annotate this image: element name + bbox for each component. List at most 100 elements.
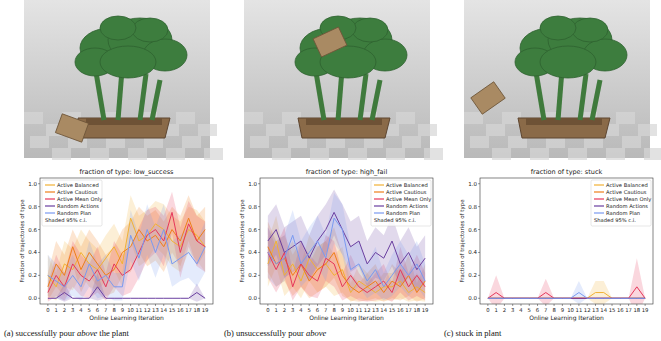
y-tick-label: 0.0 — [28, 295, 37, 301]
series-line — [268, 212, 425, 269]
pour-container — [313, 27, 347, 57]
x-tick — [400, 304, 401, 306]
x-tick — [56, 304, 57, 306]
plant-foliage — [100, 46, 156, 78]
y-tick — [478, 206, 480, 207]
x-tick — [105, 304, 106, 306]
x-tick — [545, 304, 546, 306]
legend-label: Random Plan — [606, 210, 640, 216]
floor-tile — [402, 136, 421, 148]
caption-part: (b) unsuccessfully pour — [224, 328, 306, 338]
x-tick — [529, 304, 530, 306]
y-tick-label: 0.0 — [248, 295, 257, 301]
legend-box — [42, 180, 102, 226]
series-line — [268, 218, 425, 287]
x-tick — [645, 304, 646, 306]
x-tick — [358, 304, 359, 306]
x-tick-label: 9 — [341, 307, 344, 313]
x-tick-label: 17 — [185, 307, 192, 313]
x-tick-label: 18 — [193, 307, 200, 313]
x-tick — [595, 304, 596, 306]
floor-tile — [492, 148, 511, 160]
x-tick-label: 11 — [136, 307, 143, 313]
x-tick-label: 6 — [96, 307, 100, 313]
floor-tile — [606, 148, 625, 160]
x-tick — [350, 304, 351, 306]
y-tick-label: 1.0 — [248, 181, 257, 187]
y-tick — [478, 252, 480, 253]
y-tick-label: 0.4 — [248, 249, 257, 255]
ci-band — [488, 281, 645, 304]
x-tick — [587, 304, 588, 306]
x-tick — [196, 304, 197, 306]
x-tick-label: 13 — [592, 307, 599, 313]
render-background — [464, 0, 650, 158]
plant-stem — [316, 72, 324, 120]
legend-swatch — [374, 184, 384, 185]
x-tick — [163, 304, 164, 306]
chart-title: fraction of type: low_success — [80, 168, 175, 176]
series-line — [48, 218, 205, 287]
x-tick-label: 0 — [486, 307, 490, 313]
x-tick-label: 7 — [324, 307, 327, 313]
floor-tile — [464, 112, 483, 124]
legend-note: Shaded 95% c.i. — [45, 217, 87, 223]
ci-band — [268, 193, 425, 301]
plant-foliage — [540, 16, 576, 40]
x-tick — [72, 304, 73, 306]
x-tick — [267, 304, 268, 306]
floor-tile — [128, 148, 147, 160]
legend-label: Active Cautious — [386, 189, 427, 195]
x-tick — [114, 304, 115, 306]
floor-tile — [52, 148, 71, 160]
series-line — [488, 293, 645, 299]
x-tick-label: 18 — [413, 307, 420, 313]
x-tick — [520, 304, 521, 306]
x-axis-label: Online Learning Iteration — [529, 314, 604, 322]
legend-swatch — [594, 205, 604, 206]
y-axis-label: Fraction of trajectories of type — [459, 199, 466, 283]
render-frame — [24, 0, 210, 158]
x-tick-label: 17 — [625, 307, 632, 313]
floor-tile — [568, 148, 587, 160]
x-tick-label: 6 — [536, 307, 540, 313]
legend: Active BalancedActive CautiousActive Mea… — [42, 180, 102, 226]
x-tick — [416, 304, 417, 306]
x-tick-label: 10 — [347, 307, 354, 313]
x-tick — [334, 304, 335, 306]
x-tick-label: 5 — [308, 307, 311, 313]
plant-stem — [96, 72, 104, 120]
x-tick-label: 5 — [88, 307, 91, 313]
render-background — [24, 0, 210, 158]
x-tick-label: 4 — [79, 307, 83, 313]
ci-band — [488, 281, 645, 304]
chart-title: fraction of type: stuck — [531, 168, 603, 176]
x-tick-label: 1 — [274, 307, 277, 313]
legend-swatch — [45, 191, 55, 192]
legend-label: Active Balanced — [606, 182, 648, 188]
series-line — [268, 252, 425, 292]
x-tick — [300, 304, 301, 306]
x-tick — [375, 304, 376, 306]
x-tick — [636, 304, 637, 306]
floor-tile — [30, 136, 49, 148]
x-tick — [284, 304, 285, 306]
plant-foliage — [132, 18, 168, 42]
y-tick — [38, 229, 40, 230]
plot-area — [488, 258, 645, 304]
series-line — [48, 218, 205, 287]
floor-tile — [24, 112, 43, 124]
legend: Active BalancedActive CautiousActive Mea… — [591, 180, 651, 226]
caption-part: above — [306, 328, 327, 338]
pot — [518, 118, 610, 138]
floor-tile — [638, 124, 657, 136]
x-tick — [64, 304, 65, 306]
y-tick-label: 0.6 — [28, 227, 37, 233]
x-tick-label: 3 — [511, 307, 514, 313]
plant-foliage — [352, 18, 388, 42]
x-tick — [367, 304, 368, 306]
x-tick-label: 4 — [299, 307, 303, 313]
y-tick-label: 0.8 — [468, 204, 477, 210]
x-tick-label: 10 — [567, 307, 574, 313]
y-tick-label: 0.6 — [248, 227, 257, 233]
